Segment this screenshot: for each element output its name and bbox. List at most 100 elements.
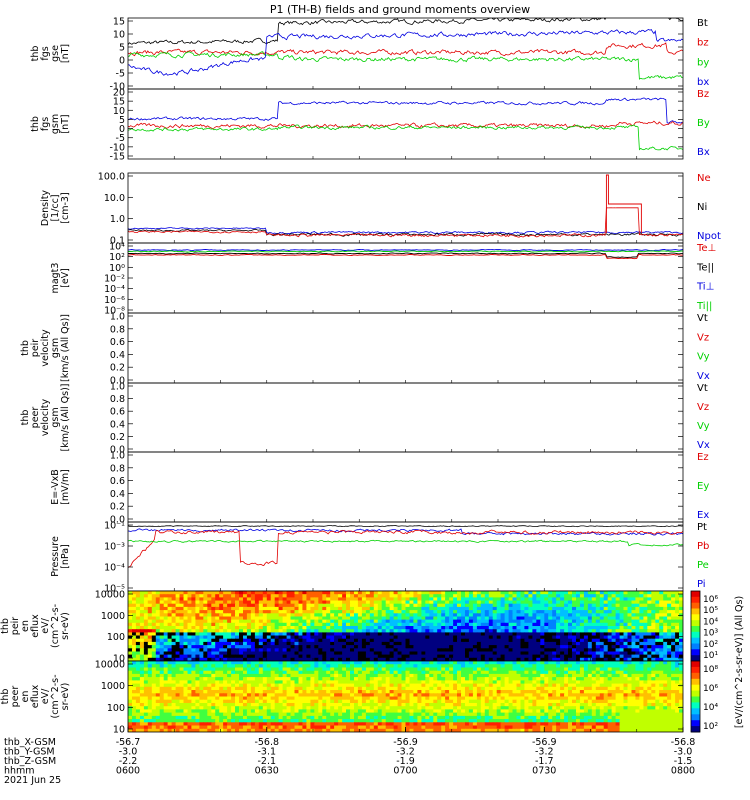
heatmap-cell — [235, 597, 240, 602]
heatmap-cell — [631, 613, 637, 618]
heatmap-cell — [405, 616, 411, 621]
heatmap-cell — [314, 594, 319, 598]
heatmap-cell — [207, 632, 212, 637]
heatmap-cell — [381, 680, 387, 685]
heatmap-cell — [445, 670, 450, 675]
heatmap-cell — [572, 600, 577, 605]
heatmap-cell — [627, 606, 633, 611]
heatmap-cell — [361, 594, 367, 598]
heatmap-cell — [564, 622, 569, 627]
heatmap-cell — [663, 610, 668, 614]
heatmap-cell — [631, 664, 637, 668]
heatmap-cell — [179, 635, 185, 640]
heatmap-cell — [520, 661, 526, 665]
heatmap-cell — [429, 683, 434, 688]
heatmap-cell — [298, 610, 304, 614]
heatmap-cell — [568, 654, 573, 659]
heatmap-cell — [568, 690, 573, 694]
heatmap-cell — [639, 651, 644, 656]
heatmap-cell — [211, 610, 216, 614]
heatmap-cell — [417, 610, 422, 614]
heatmap-cell — [397, 645, 403, 649]
heatmap-cell — [457, 622, 462, 627]
y-tick-label: 100.0 — [98, 172, 125, 183]
heatmap-cell — [342, 661, 347, 665]
heatmap-cell — [528, 616, 533, 621]
heatmap-cell — [227, 603, 232, 608]
heatmap-cell — [278, 600, 284, 605]
heatmap-cell — [441, 606, 446, 611]
y-tick-label: 0.6 — [110, 476, 125, 487]
heatmap-cell — [258, 677, 264, 681]
heatmap-cell — [219, 632, 224, 637]
heatmap-cell — [163, 654, 169, 659]
heatmap-cell — [147, 654, 153, 659]
heatmap-cell — [647, 603, 652, 608]
heatmap-cell — [591, 664, 597, 668]
heatmap-cell — [167, 686, 173, 691]
heatmap-cell — [472, 632, 478, 637]
heatmap-cell — [429, 686, 434, 691]
heatmap-cell — [635, 591, 640, 595]
heatmap-cell — [298, 680, 304, 685]
heatmap-cell — [667, 619, 672, 624]
heatmap-cell — [587, 606, 593, 611]
heatmap-cell — [492, 616, 498, 621]
heatmap-cell — [219, 667, 224, 672]
heatmap-cell — [128, 594, 133, 598]
heatmap-cell — [179, 600, 185, 605]
heatmap-cell — [607, 661, 613, 665]
heatmap-cell — [671, 673, 676, 678]
heatmap-cell — [318, 641, 323, 646]
heatmap-cell — [373, 606, 379, 611]
heatmap-cell — [556, 648, 561, 653]
heatmap-cell — [163, 603, 169, 608]
heatmap-cell — [429, 632, 434, 637]
heatmap-cell — [619, 600, 625, 605]
heatmap-cell — [282, 613, 288, 618]
heatmap-cell — [377, 616, 383, 621]
heatmap-cell — [659, 677, 664, 681]
heatmap-cell — [579, 610, 585, 614]
heatmap-cell — [302, 616, 307, 621]
heatmap-cell — [357, 645, 363, 649]
heatmap-cell — [453, 622, 458, 627]
heatmap-cell — [175, 603, 181, 608]
heatmap-cell — [560, 661, 565, 665]
heatmap-cell — [179, 693, 185, 698]
heatmap-cell — [171, 597, 177, 602]
colorbar-segment — [691, 611, 700, 615]
heatmap-cell — [274, 680, 280, 685]
heatmap-cell — [611, 680, 617, 685]
heatmap-cell — [627, 635, 633, 640]
colorbar-segment — [691, 646, 700, 650]
heatmap-cell — [603, 626, 609, 630]
heatmap-cell — [667, 690, 672, 694]
heatmap-cell — [203, 626, 208, 630]
heatmap-cell — [647, 613, 652, 618]
heatmap-cell — [655, 603, 660, 608]
heatmap-cell — [587, 651, 593, 656]
heatmap-cell — [583, 613, 589, 618]
heatmap-cell — [195, 626, 200, 630]
heatmap-cell — [671, 641, 676, 646]
heatmap-cell — [167, 600, 173, 605]
heatmap-cell — [361, 648, 367, 653]
heatmap-cell — [203, 616, 208, 621]
heatmap-cell — [512, 677, 518, 681]
heatmap-cell — [599, 619, 605, 624]
heatmap-cell — [294, 683, 300, 688]
heatmap-cell — [405, 667, 411, 672]
heatmap-cell — [167, 616, 173, 621]
heatmap-cell — [496, 648, 502, 653]
heatmap-cell — [211, 645, 216, 649]
heatmap-cell — [548, 591, 553, 595]
heatmap-cell — [330, 626, 335, 630]
heatmap-cell — [425, 677, 430, 681]
heatmap-cell — [579, 645, 585, 649]
heatmap-cell — [556, 673, 561, 678]
heatmap-cell — [441, 654, 446, 659]
heatmap-cell — [643, 645, 648, 649]
y-tick-label: 0.6 — [110, 337, 125, 348]
heatmap-cell — [262, 600, 268, 605]
